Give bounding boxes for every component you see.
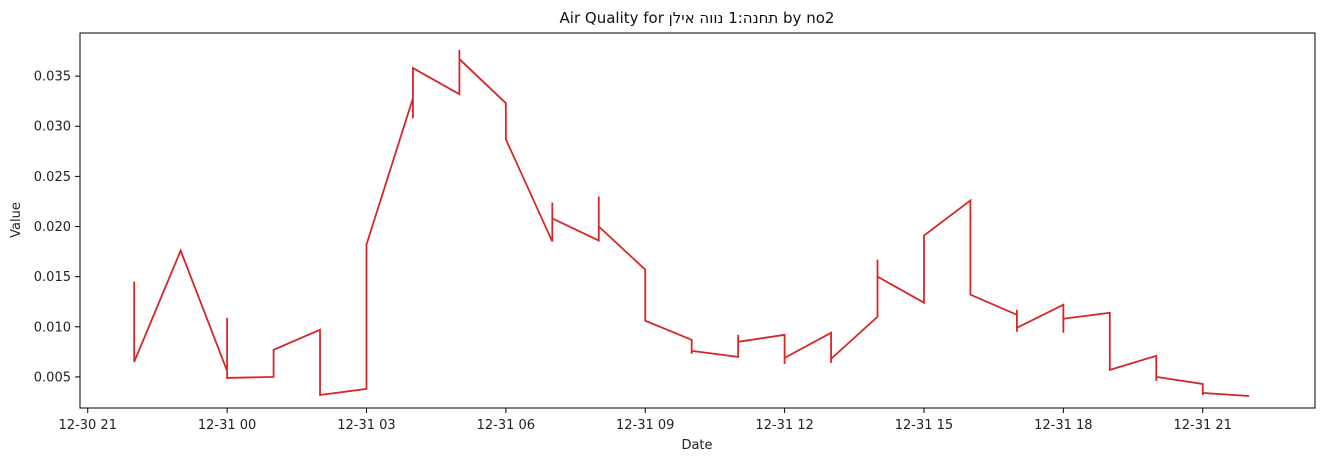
y-axis-label: Value — [9, 202, 24, 238]
x-tick-label: 12-31 00 — [198, 418, 256, 433]
x-tick-label: 12-31 15 — [895, 418, 953, 433]
y-tick-label: 0.035 — [34, 70, 71, 85]
x-axis: 12-30 21 12-31 00 12-31 03 12-31 06 12-31 09… — [59, 408, 1232, 433]
x-tick-label: 12-31 12 — [755, 418, 813, 433]
x-tick-label: 12-30 21 — [59, 418, 117, 433]
y-tick-label: 0.010 — [34, 320, 71, 335]
y-tick-label: 0.020 — [34, 220, 71, 235]
series-layer — [133, 50, 1250, 397]
x-tick-label: 12-31 18 — [1034, 418, 1092, 433]
chart-title: Air Quality for תחנה:1 נווה אילן by no2 — [560, 9, 835, 27]
x-tick-label: 12-31 09 — [616, 418, 674, 433]
y-tick-label: 0.005 — [34, 370, 71, 385]
y-tick-label: 0.015 — [34, 270, 71, 285]
x-tick-label: 12-31 06 — [477, 418, 535, 433]
x-tick-label: 12-31 21 — [1174, 418, 1232, 433]
y-tick-label: 0.030 — [34, 120, 71, 135]
x-tick-label: 12-31 03 — [337, 418, 395, 433]
plot-area: 12-30 21 12-31 00 12-31 03 12-31 06 12-31 09… — [34, 32, 1316, 433]
plot-frame — [79, 32, 1316, 409]
x-axis-label: Date — [681, 438, 712, 453]
y-axis: 0.005 0.010 0.015 0.020 0.025 0.030 0.035 — [34, 70, 80, 385]
series-line-0 — [133, 50, 1250, 397]
y-tick-label: 0.025 — [34, 170, 71, 185]
